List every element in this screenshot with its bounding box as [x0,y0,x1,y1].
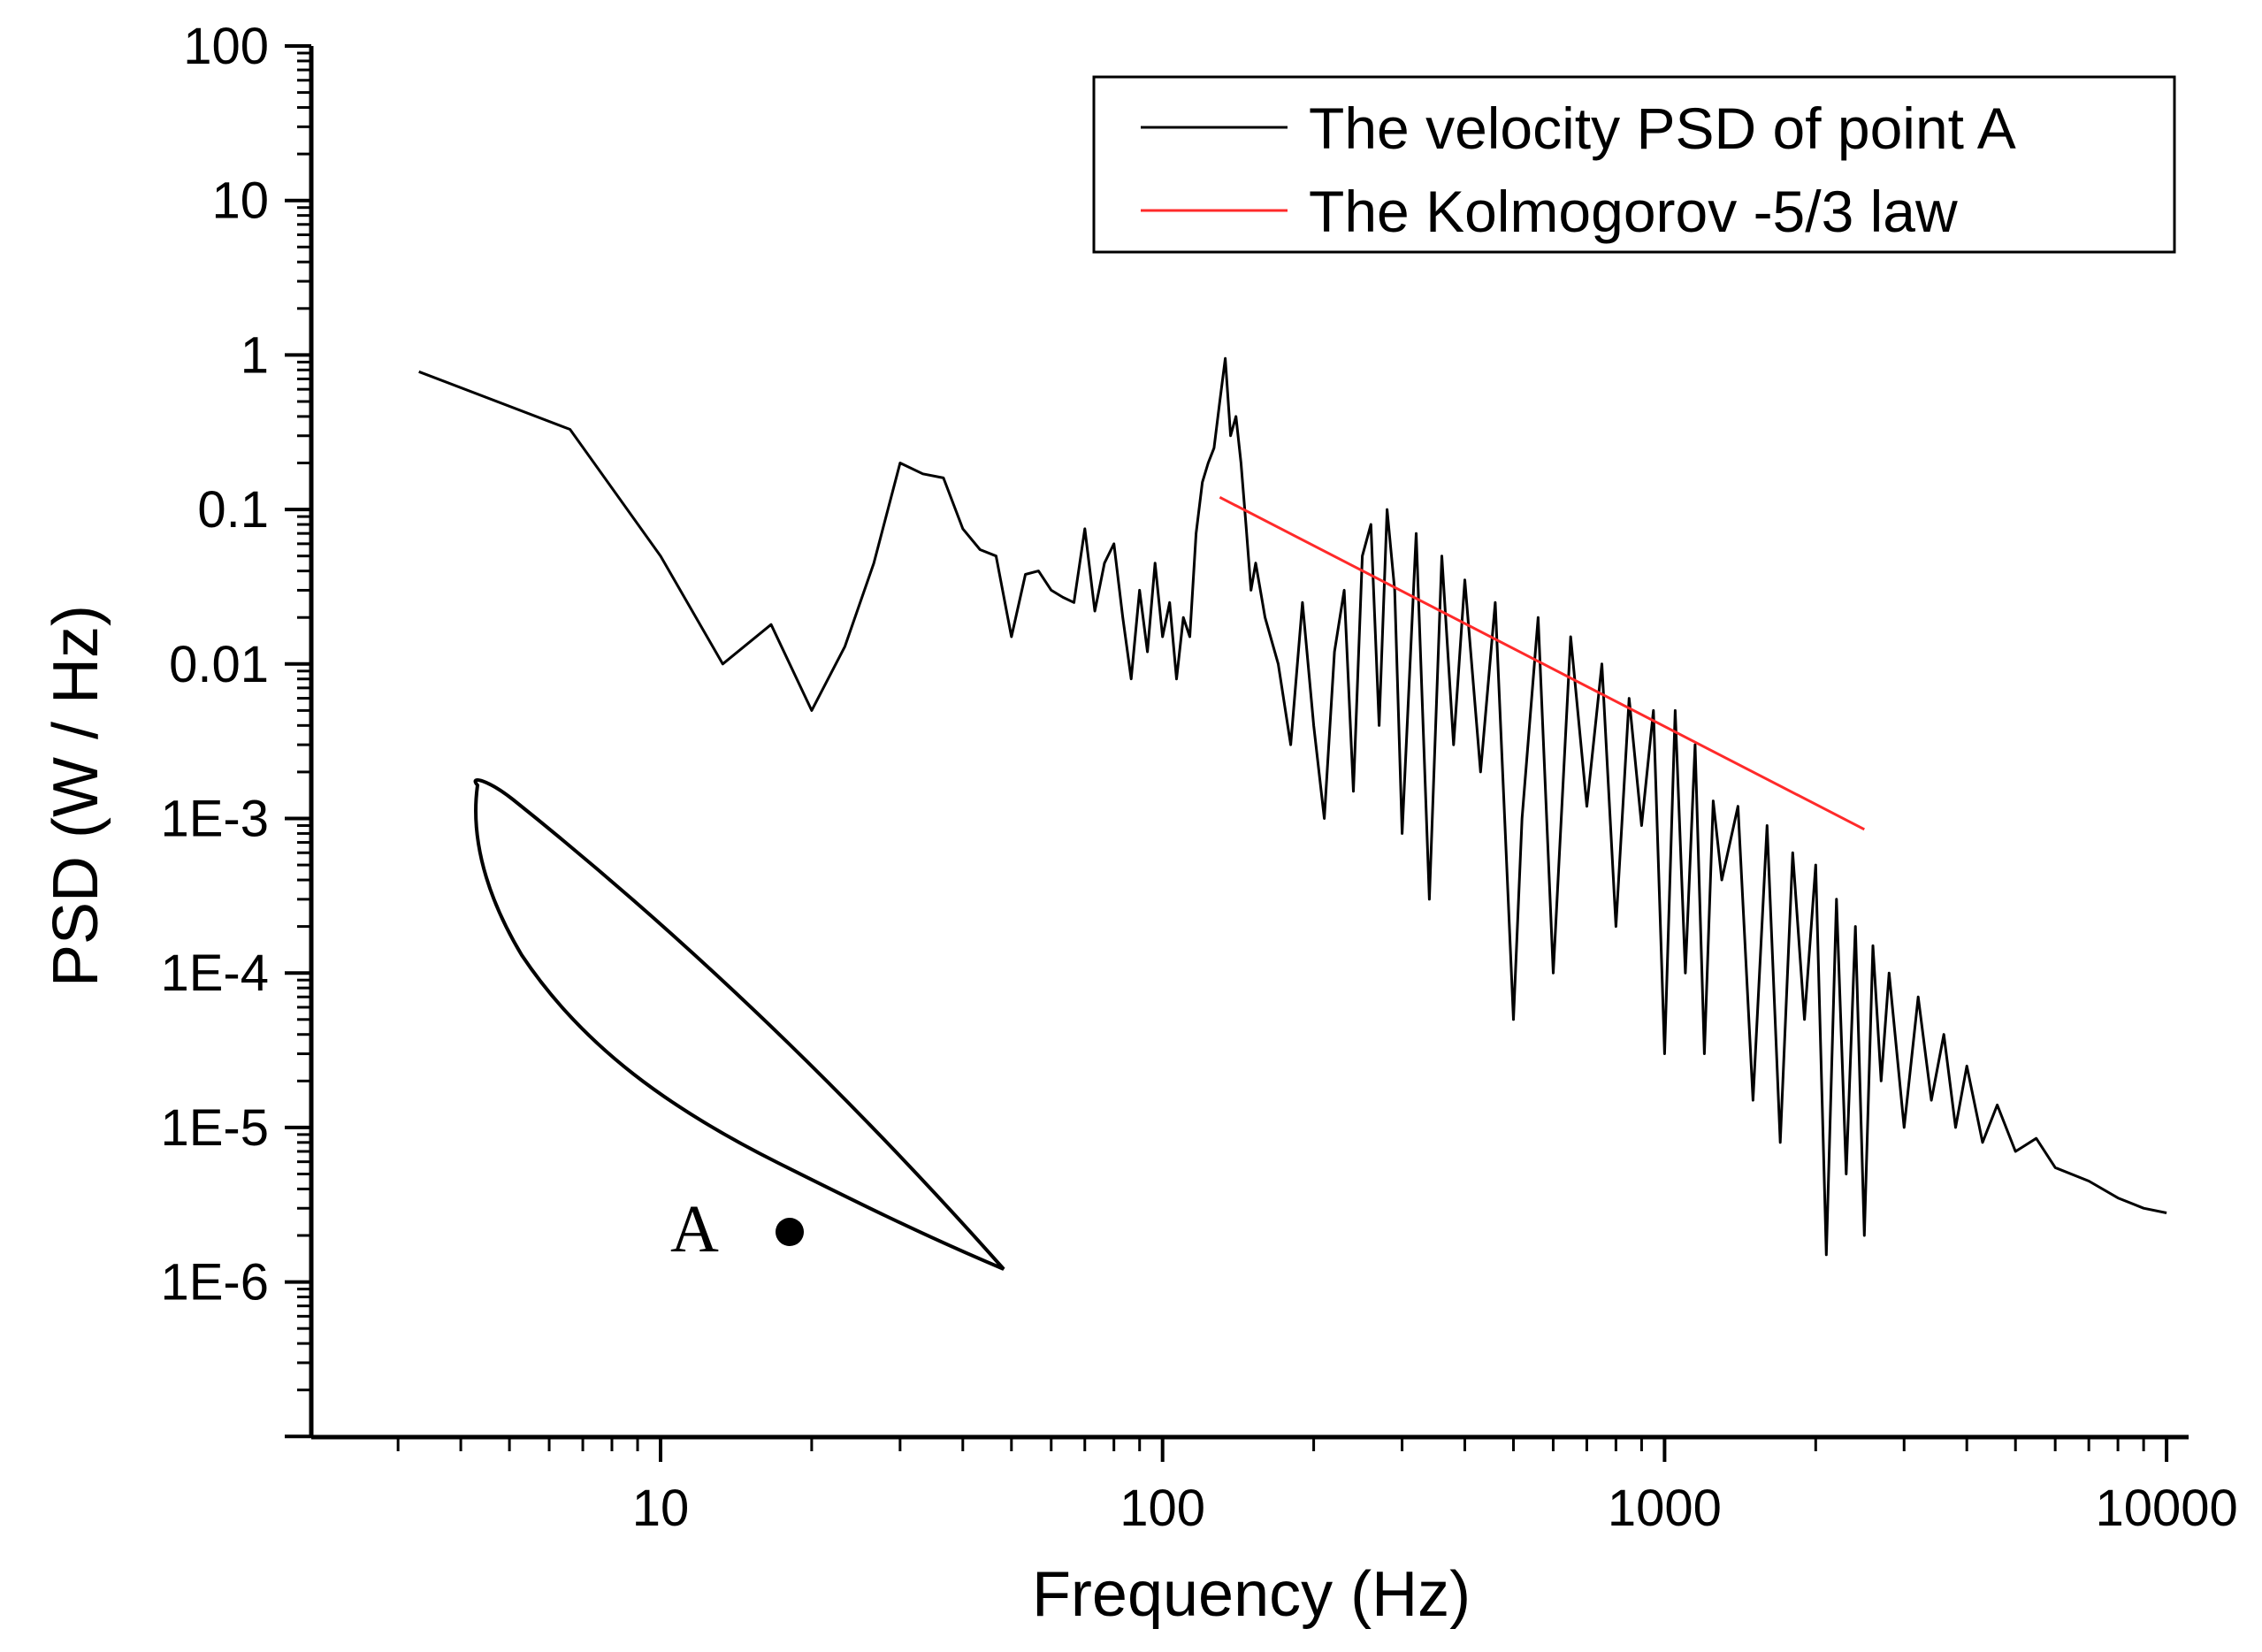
y-tick-label: 100 [183,18,269,75]
x-axis-ticks: 10 100 1000 10000 [396,1437,2238,1537]
y-tick-label: 1 [241,326,269,384]
y-tick-label: 1E-6 [160,1254,269,1312]
y-axis-title: PSD (W / Hz) [41,605,111,987]
x-tick-label: 10 [632,1480,690,1537]
x-tick-label: 1000 [1608,1480,1722,1537]
airfoil-outline [473,777,1005,1271]
series-kolmogorov-line [1219,495,1865,831]
airfoil-inset: A [473,777,1005,1271]
x-axis-title: Frequency (Hz) [1032,1559,1471,1630]
y-tick-label: 1E-3 [160,791,269,848]
y-tick-label: 0.01 [169,636,269,693]
y-tick-label: 1E-5 [160,1099,269,1157]
plot-frame [309,46,2189,1440]
y-tick-label: 0.1 [197,481,269,539]
series-layer [418,356,2167,1257]
legend-box [1092,75,2176,254]
x-tick-label: 10000 [2095,1480,2237,1537]
y-tick-label: 1E-4 [160,945,269,1002]
legend-label-velocity-psd: The velocity PSD of point A [1309,96,2016,161]
legend: The velocity PSD of point A The Kolmogor… [1092,75,2176,254]
point-a-label: A [670,1192,719,1266]
y-axis-ticks: 100 10 1 0.1 0.01 1E-3 1E-4 1E-5 1E-6 [160,18,311,1439]
point-a-marker [776,1218,804,1246]
series-velocity-psd-line [418,356,2167,1257]
x-tick-label: 100 [1120,1480,1205,1537]
y-tick-label: 10 [211,172,269,230]
legend-label-kolmogorov: The Kolmogorov -5/3 law [1309,179,1958,244]
